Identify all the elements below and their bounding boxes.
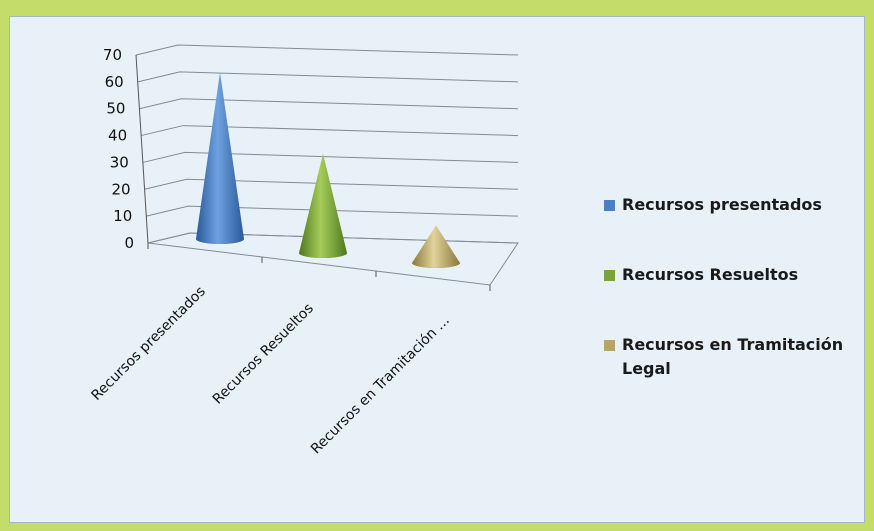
y-tick-label: 20 [111, 180, 130, 198]
legend-swatch [604, 340, 615, 351]
legend-item: Recursos presentados [604, 193, 822, 217]
grid-line [135, 44, 519, 56]
grid-line [144, 178, 519, 190]
y-tick-label: 10 [113, 207, 132, 225]
x-category-labels: Recursos presentados Recursos ResueltosRe… [88, 284, 452, 458]
legend-item: Recursos en Tramitación Legal [604, 333, 872, 381]
y-tick-label: 50 [106, 100, 125, 118]
y-axis-line [135, 54, 149, 244]
y-tick-label: 0 [124, 234, 134, 252]
legend-label: Recursos Resueltos [622, 265, 799, 284]
cone-bar [412, 225, 460, 268]
cone-bar [299, 153, 347, 258]
y-tick-labels: 0 10 20 30 40 50 60 70 [103, 46, 134, 252]
chart-area: 0 10 20 30 40 50 60 70 Recursos presentados Recu… [9, 16, 865, 523]
legend-item: Recursos Resueltos [604, 263, 798, 287]
grid-line [141, 125, 519, 137]
legend-swatch [604, 200, 615, 211]
legend-swatch [604, 270, 615, 281]
legend-label: Recursos presentados [622, 195, 822, 214]
cones [196, 72, 460, 268]
y-tick-label: 40 [108, 127, 127, 145]
x-category-label: Recursos en Tramitación ... [308, 313, 453, 458]
x-category-label: Recursos presentados [88, 284, 208, 404]
legend-label: Recursos en Tramitación Legal [622, 335, 844, 378]
grid-lines [135, 44, 519, 244]
x-category-label: Recursos Resueltos [210, 301, 317, 408]
y-tick-label: 60 [105, 73, 124, 91]
grid-line [137, 71, 519, 83]
grid-line [139, 98, 519, 110]
y-tick-label: 70 [103, 46, 122, 64]
axes [135, 54, 519, 291]
cone-bar [196, 72, 244, 244]
grid-line [142, 151, 519, 163]
grid-line [146, 205, 519, 217]
y-tick-label: 30 [110, 153, 129, 171]
